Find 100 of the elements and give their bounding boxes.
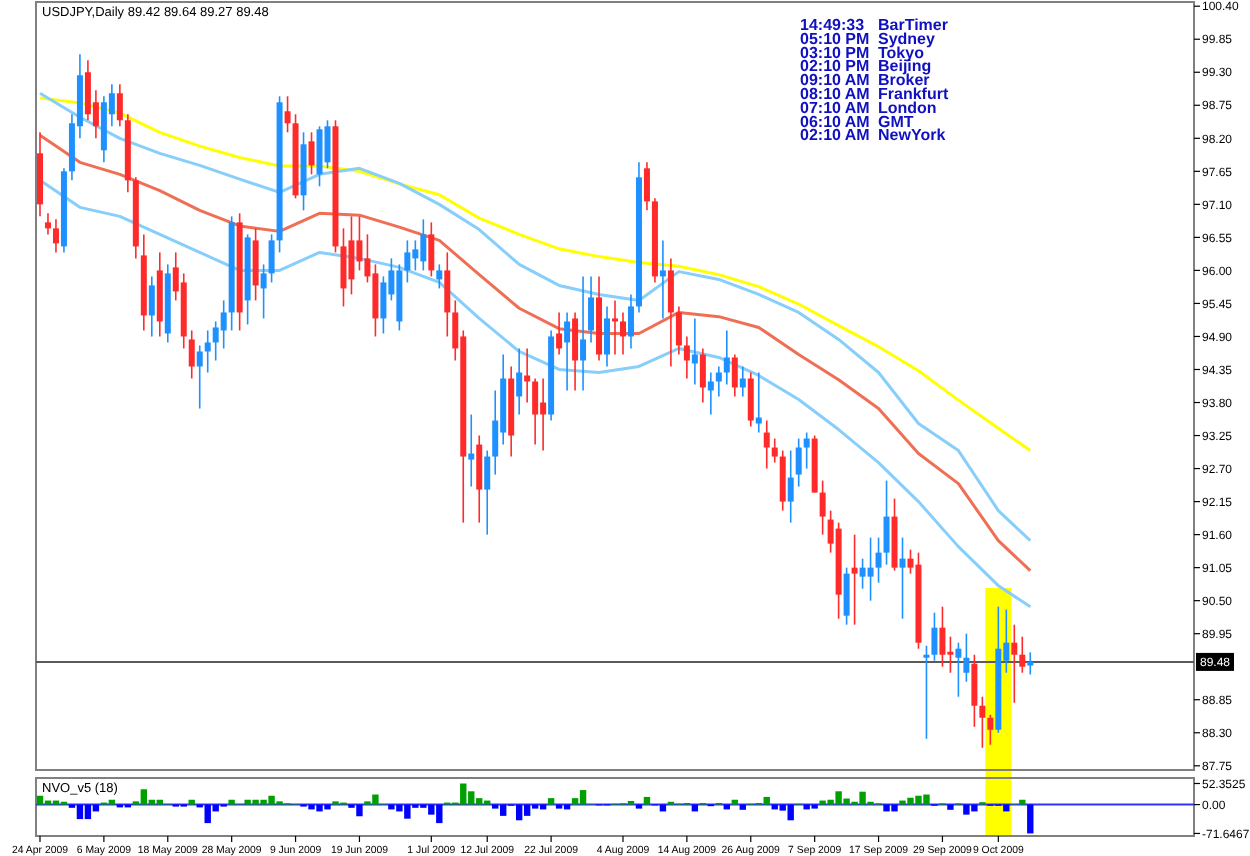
bar xyxy=(460,783,467,805)
bar xyxy=(108,799,116,805)
candlestick xyxy=(260,263,267,320)
bar xyxy=(763,796,770,805)
candlestick xyxy=(380,275,387,335)
bar xyxy=(515,804,523,821)
bar xyxy=(140,789,148,805)
annotation: 14:49:33 BarTimer xyxy=(800,16,948,34)
candlestick xyxy=(851,533,858,626)
candlestick xyxy=(795,437,802,488)
candlestick xyxy=(683,335,690,380)
bar xyxy=(244,799,251,805)
candlestick xyxy=(116,83,123,128)
candlestick xyxy=(284,95,291,134)
annotation: 09:10 AM Broker xyxy=(800,71,930,90)
candlestick xyxy=(875,536,882,584)
candlestick xyxy=(420,218,427,272)
bar xyxy=(891,804,898,812)
bar xyxy=(228,799,235,805)
line-series xyxy=(38,96,1032,453)
candlestick xyxy=(476,434,483,524)
bar xyxy=(260,799,267,805)
candlestick xyxy=(675,305,682,356)
candlestick xyxy=(308,131,315,176)
candlestick xyxy=(883,479,890,566)
bar xyxy=(316,804,323,812)
annotation: 03:10 PM Tokyo xyxy=(800,43,925,62)
bar xyxy=(36,795,44,805)
bar xyxy=(739,804,746,810)
candlestick xyxy=(340,227,347,308)
annotation: 07:10 AM London xyxy=(800,98,937,117)
candlestick xyxy=(747,371,754,428)
bar xyxy=(571,798,579,805)
bar xyxy=(1027,804,1034,834)
candlestick xyxy=(588,275,595,344)
bar xyxy=(356,804,363,817)
bar xyxy=(76,804,84,820)
candlestick xyxy=(148,275,155,338)
candlestick xyxy=(627,293,634,350)
candlestick xyxy=(731,353,738,398)
bar xyxy=(731,799,738,805)
candlestick xyxy=(580,275,587,392)
bar xyxy=(579,790,587,805)
bar xyxy=(907,797,914,805)
candlestick xyxy=(987,713,994,746)
bar xyxy=(308,804,315,810)
candlestick xyxy=(923,644,930,740)
candlestick xyxy=(356,215,363,272)
candlestick xyxy=(667,257,674,368)
bar xyxy=(268,795,275,805)
annotation: 06:10 AM GMT xyxy=(800,112,914,131)
candlestick xyxy=(739,365,746,398)
candlestick xyxy=(468,413,475,488)
candlestick xyxy=(1011,623,1018,704)
candlestick xyxy=(859,557,866,590)
candlestick xyxy=(348,215,355,296)
bar xyxy=(835,791,842,805)
candlestick xyxy=(755,371,762,434)
bar xyxy=(963,804,970,815)
candlestick xyxy=(715,365,722,398)
candlestick xyxy=(412,239,419,272)
bar xyxy=(1003,804,1010,812)
bar xyxy=(547,798,555,805)
candlestick xyxy=(1027,651,1034,676)
bar xyxy=(468,791,475,805)
candlestick xyxy=(556,311,563,356)
candlestick xyxy=(516,347,523,416)
bar xyxy=(803,804,810,810)
bar xyxy=(404,804,411,819)
bar xyxy=(84,804,92,820)
bar xyxy=(843,798,850,805)
candlestick xyxy=(44,212,51,236)
bar xyxy=(324,804,331,810)
candlestick xyxy=(532,377,539,446)
candlestick xyxy=(819,479,826,536)
bar xyxy=(388,804,395,810)
annotation: 05:10 PM Sydney xyxy=(800,29,937,48)
bar xyxy=(827,799,834,805)
candlestick xyxy=(787,449,794,524)
bar xyxy=(923,794,930,805)
annotation: 08:10 AM Frankfurt xyxy=(800,85,949,103)
candlestick xyxy=(436,263,443,290)
bar xyxy=(476,798,483,805)
candlestick xyxy=(843,566,850,626)
bar xyxy=(156,799,163,805)
candlestick xyxy=(524,347,531,404)
candlestick xyxy=(316,125,323,188)
candlestick xyxy=(188,329,195,380)
bar xyxy=(204,804,211,824)
candlestick xyxy=(779,449,786,512)
bar xyxy=(883,804,890,812)
candlestick xyxy=(931,611,938,662)
candlestick xyxy=(404,239,411,284)
bar xyxy=(643,796,651,805)
candlestick xyxy=(723,329,730,386)
candlestick xyxy=(540,377,547,452)
bar xyxy=(859,791,866,805)
candlestick xyxy=(955,641,962,698)
candlestick xyxy=(619,311,626,356)
annotation: 02:10 PM Beijing xyxy=(800,57,932,76)
